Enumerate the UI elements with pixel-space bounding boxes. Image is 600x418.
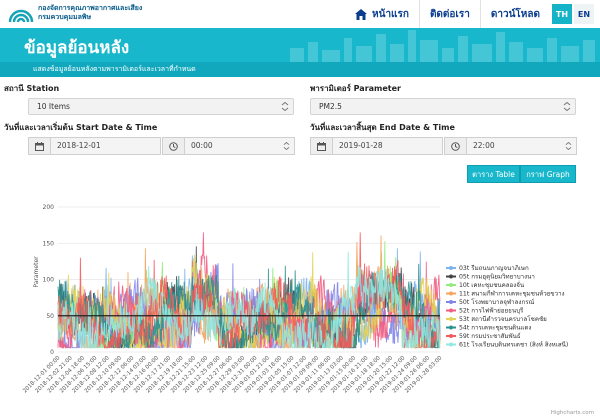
legend-label: 52t การไฟฟ้าย่อยธนบุรี bbox=[459, 307, 524, 315]
clock-icon bbox=[169, 141, 178, 151]
end-time-group: 22:00 bbox=[444, 137, 577, 155]
legend-label: 50t โรงพยาบาลจุฬาลงกรณ์ bbox=[459, 298, 535, 306]
legend-label: 03t รีมถนนกาญจนาภิเษก bbox=[459, 264, 529, 272]
start-time-input[interactable]: 00:00 bbox=[185, 137, 295, 155]
lang-en-button[interactable]: EN bbox=[574, 4, 594, 24]
chevron-updown-icon bbox=[565, 142, 572, 150]
station-label: สถานี Station bbox=[4, 84, 60, 93]
series-line[interactable] bbox=[57, 251, 441, 350]
start-time-group: 00:00 bbox=[162, 137, 295, 155]
start-date-input[interactable]: 2018-12-01 bbox=[51, 137, 161, 155]
chevron-updown-icon bbox=[563, 102, 571, 111]
legend-item[interactable]: 05t กรมอุตุนิยมวิทยาบางนา bbox=[446, 274, 535, 281]
y-tick-label: 50 bbox=[46, 313, 54, 320]
calendar-icon bbox=[317, 141, 326, 151]
chart-series-lines bbox=[57, 232, 441, 350]
end-time-input[interactable]: 22:00 bbox=[467, 137, 577, 155]
end-time-addon[interactable] bbox=[444, 137, 467, 155]
main-nav: หน้าแรก ติดต่อเรา ดาวน์โหลด TH EN bbox=[345, 0, 600, 28]
legend-item[interactable]: 03t รีมถนนกาญจนาภิเษก bbox=[446, 264, 529, 272]
org-line-2: กรมควบคุมมลพิษ bbox=[38, 13, 92, 21]
legend-label: 59t กรมประชาสัมพันธ์ bbox=[459, 332, 521, 340]
top-bar: กองจัดการคุณภาพอากาศและเสียง กรมควบคุมมล… bbox=[0, 0, 600, 28]
hero-banner: ข้อมูลย้อนหลัง bbox=[0, 28, 600, 62]
y-tick-label: 0 bbox=[50, 349, 54, 356]
y-tick-label: 150 bbox=[43, 240, 55, 247]
legend-label: 54t การเคหะชุมชนดินแดง bbox=[459, 325, 531, 332]
legend-item[interactable]: 61t โรงเรียนบดินทรเดชา (สิงห์ สิงหเสนี) bbox=[446, 341, 568, 349]
parameter-label: พารามิเตอร์ Parameter bbox=[310, 84, 401, 93]
legend-marker bbox=[449, 266, 453, 270]
legend-marker bbox=[449, 342, 453, 347]
nav-download[interactable]: ดาวน์โหลด bbox=[479, 0, 550, 28]
y-tick-label: 100 bbox=[43, 277, 55, 284]
chart-credit[interactable]: Highcharts.com bbox=[550, 410, 594, 416]
start-date-addon[interactable] bbox=[28, 137, 51, 155]
legend-marker bbox=[449, 291, 453, 296]
lang-th-button[interactable]: TH bbox=[552, 4, 572, 24]
station-select[interactable]: 10 Items bbox=[28, 98, 294, 115]
legend-label: 11t สนามกีฬาการเคหะชุมชนห้วยขวาง bbox=[459, 290, 565, 298]
legend-marker bbox=[449, 274, 453, 279]
legend-marker bbox=[449, 334, 453, 338]
legend-marker bbox=[449, 317, 453, 321]
legend-item[interactable]: 10t เคหะชุมชนคลองจั่น bbox=[446, 281, 525, 289]
legend-item[interactable]: 50t โรงพยาบาลจุฬาลงกรณ์ bbox=[446, 298, 535, 306]
y-axis-label: Parameter bbox=[33, 256, 40, 288]
page-subtitle: แสดงข้อมูลย้อนหลังตามพารามิเตอร์และเวลาท… bbox=[33, 65, 196, 73]
y-tick-label: 200 bbox=[43, 204, 55, 211]
end-datetime-label: วันที่และเวลาสิ้นสุด End Date & Time bbox=[310, 123, 455, 132]
end-date-input[interactable]: 2019-01-28 bbox=[333, 137, 443, 155]
nav-contact-label: ติดต่อเรา bbox=[429, 8, 470, 20]
legend-marker bbox=[449, 308, 453, 313]
legend-item[interactable]: 54t การเคหะชุมชนดินแดง bbox=[446, 325, 531, 332]
org-line-1: กองจัดการคุณภาพอากาศและเสียง bbox=[38, 4, 143, 12]
nav-home[interactable]: หน้าแรก bbox=[345, 0, 419, 28]
parameter-select-value: PM2.5 bbox=[319, 102, 342, 111]
legend-label: 61t โรงเรียนบดินทรเดชา (สิงห์ สิงหเสนี) bbox=[459, 341, 568, 349]
table-view-button[interactable]: ตาราง Table bbox=[467, 165, 520, 183]
station-select-value: 10 Items bbox=[37, 102, 70, 111]
legend-marker bbox=[449, 300, 453, 304]
org-name: กองจัดการคุณภาพอากาศและเสียง กรมควบคุมมล… bbox=[38, 4, 142, 22]
legend-item[interactable]: 53t สถานีตำรวจนครบาลโชคชัย bbox=[446, 315, 547, 323]
start-date-group: 2018-12-01 bbox=[28, 137, 161, 155]
logo-icon[interactable] bbox=[8, 2, 34, 24]
legend-item[interactable]: 52t การไฟฟ้าย่อยธนบุรี bbox=[446, 307, 524, 315]
pm25-line-chart: 0 50 100 150 200 Parameter 2018-12-01 00:002… bbox=[22, 204, 568, 395]
page-title: ข้อมูลย้อนหลัง bbox=[24, 38, 130, 58]
y-axis-ticks: 0 50 100 150 200 bbox=[43, 204, 55, 356]
start-time-addon[interactable] bbox=[162, 137, 185, 155]
graph-view-button[interactable]: กราฟ Graph bbox=[520, 165, 576, 183]
legend-label: 53t สถานีตำรวจนครบาลโชคชัย bbox=[459, 315, 547, 323]
chart-legend: 03t รีมถนนกาญจนาภิเษก 05t กรมอุตุนิยมวิทย… bbox=[446, 264, 568, 349]
start-time-value: 00:00 bbox=[191, 141, 213, 150]
end-time-value: 22:00 bbox=[473, 141, 495, 150]
home-icon bbox=[355, 8, 368, 20]
legend-label: 05t กรมอุตุนิยมวิทยาบางนา bbox=[459, 274, 535, 281]
nav-contact[interactable]: ติดต่อเรา bbox=[418, 0, 480, 28]
legend-label: 10t เคหะชุมชนคลองจั่น bbox=[459, 281, 525, 289]
chevron-updown-icon bbox=[281, 102, 289, 111]
legend-item[interactable]: 59t กรมประชาสัมพันธ์ bbox=[446, 332, 521, 340]
skyline-illustration bbox=[290, 30, 595, 62]
nav-home-label: หน้าแรก bbox=[372, 8, 409, 20]
calendar-icon bbox=[35, 141, 44, 151]
end-date-addon[interactable] bbox=[310, 137, 333, 155]
legend-item[interactable]: 11t สนามกีฬาการเคหะชุมชนห้วยขวาง bbox=[446, 290, 565, 298]
legend-marker bbox=[449, 283, 453, 287]
parameter-select[interactable]: PM2.5 bbox=[310, 98, 576, 115]
start-datetime-label: วันที่และเวลาเริ่มต้น Start Date & Time bbox=[4, 123, 158, 132]
clock-icon bbox=[451, 141, 460, 151]
nav-download-label: ดาวน์โหลด bbox=[490, 8, 540, 20]
legend-marker bbox=[449, 325, 453, 330]
end-date-group: 2019-01-28 bbox=[310, 137, 443, 155]
subtitle-bar: แสดงข้อมูลย้อนหลังตามพารามิเตอร์และเวลาท… bbox=[0, 62, 600, 77]
chevron-updown-icon bbox=[283, 142, 290, 150]
